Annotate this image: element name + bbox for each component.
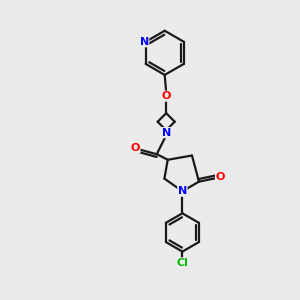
Text: O: O [130,143,140,153]
Text: O: O [161,91,171,101]
Text: O: O [215,172,225,182]
Text: N: N [178,186,187,196]
Text: N: N [140,37,149,47]
Text: N: N [162,128,171,138]
Text: Cl: Cl [176,258,188,268]
